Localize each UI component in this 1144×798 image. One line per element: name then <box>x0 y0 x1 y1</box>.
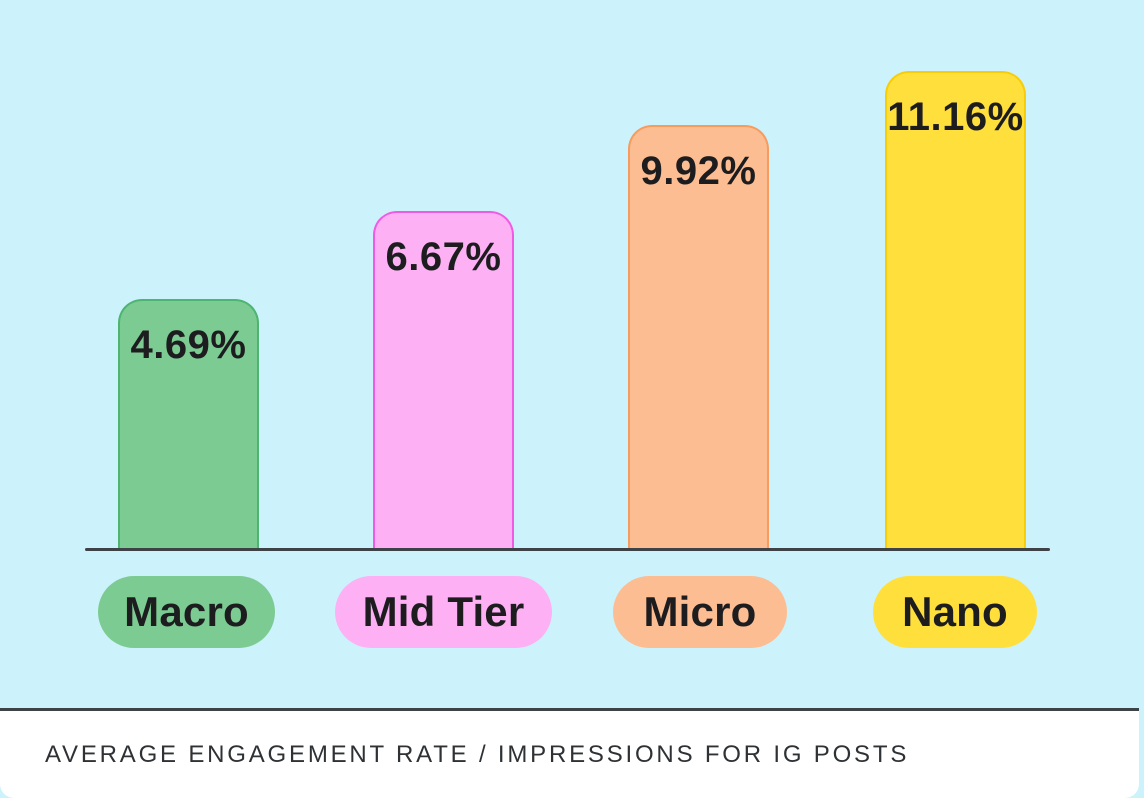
x-axis-baseline <box>85 548 1050 551</box>
bar-value-label: 9.92% <box>640 149 757 193</box>
bar-chart: 4.69% 6.67% 9.92% 11.16% <box>85 71 1050 551</box>
bar-micro: 9.92% <box>628 125 769 551</box>
bar-mid-tier: 6.67% <box>373 211 514 551</box>
bar-value-label: 4.69% <box>130 323 247 367</box>
bar-macro: 4.69% <box>118 299 259 551</box>
category-label-row: Macro Mid Tier Micro Nano <box>0 576 1144 648</box>
bar-value-label: 11.16% <box>887 95 1024 139</box>
bar-value-label: 6.67% <box>385 235 502 279</box>
category-pill-micro: Micro <box>613 576 787 648</box>
bar-nano: 11.16% <box>885 71 1026 551</box>
caption-bar: AVERAGE ENGAGEMENT RATE / IMPRESSIONS FO… <box>0 708 1139 798</box>
category-pill-macro: Macro <box>98 576 275 648</box>
category-pill-mid-tier: Mid Tier <box>335 576 552 648</box>
chart-caption: AVERAGE ENGAGEMENT RATE / IMPRESSIONS FO… <box>45 740 910 768</box>
category-pill-nano: Nano <box>873 576 1037 648</box>
